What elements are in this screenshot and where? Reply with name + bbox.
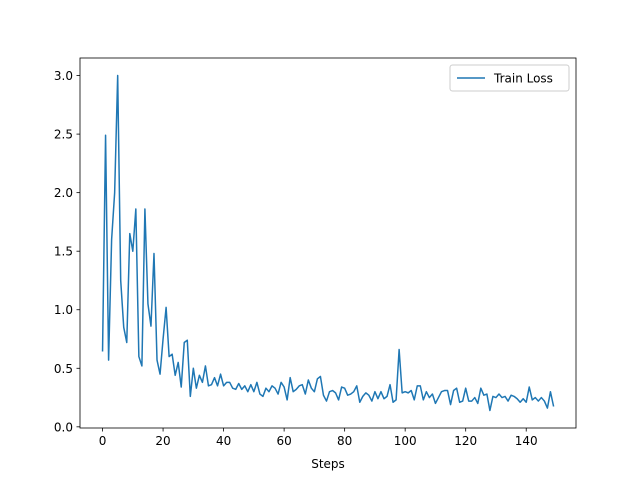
y-tick-label: 0.0 xyxy=(54,420,73,434)
x-axis-label: Steps xyxy=(311,457,345,471)
legend-label: Train Loss xyxy=(493,72,553,86)
x-tick-label: 0 xyxy=(99,434,107,448)
y-tick-label: 2.0 xyxy=(54,186,73,200)
x-tick-label: 60 xyxy=(276,434,291,448)
x-axis: 0 20 40 60 80 100 120 140 xyxy=(99,428,538,448)
legend: Train Loss xyxy=(449,64,570,92)
series-line-0 xyxy=(101,74,555,412)
legend-frame xyxy=(449,64,570,92)
y-axis: 0.0 0.5 1.0 1.5 2.0 2.5 3.0 xyxy=(54,69,80,434)
x-tick-label: 100 xyxy=(394,434,417,448)
x-tick-label: 120 xyxy=(454,434,477,448)
y-tick-label: 1.0 xyxy=(54,303,73,317)
x-tick-label: 80 xyxy=(337,434,352,448)
y-tick-label: 3.0 xyxy=(54,69,73,83)
axes-frame xyxy=(79,57,577,429)
y-tick-label: 0.5 xyxy=(54,362,73,376)
x-tick-label: 20 xyxy=(155,434,170,448)
x-tick-label: 40 xyxy=(216,434,231,448)
plot-area xyxy=(101,74,555,412)
y-tick-label: 2.5 xyxy=(54,128,73,142)
y-tick-label: 1.5 xyxy=(54,245,73,259)
x-tick-label: 140 xyxy=(515,434,538,448)
